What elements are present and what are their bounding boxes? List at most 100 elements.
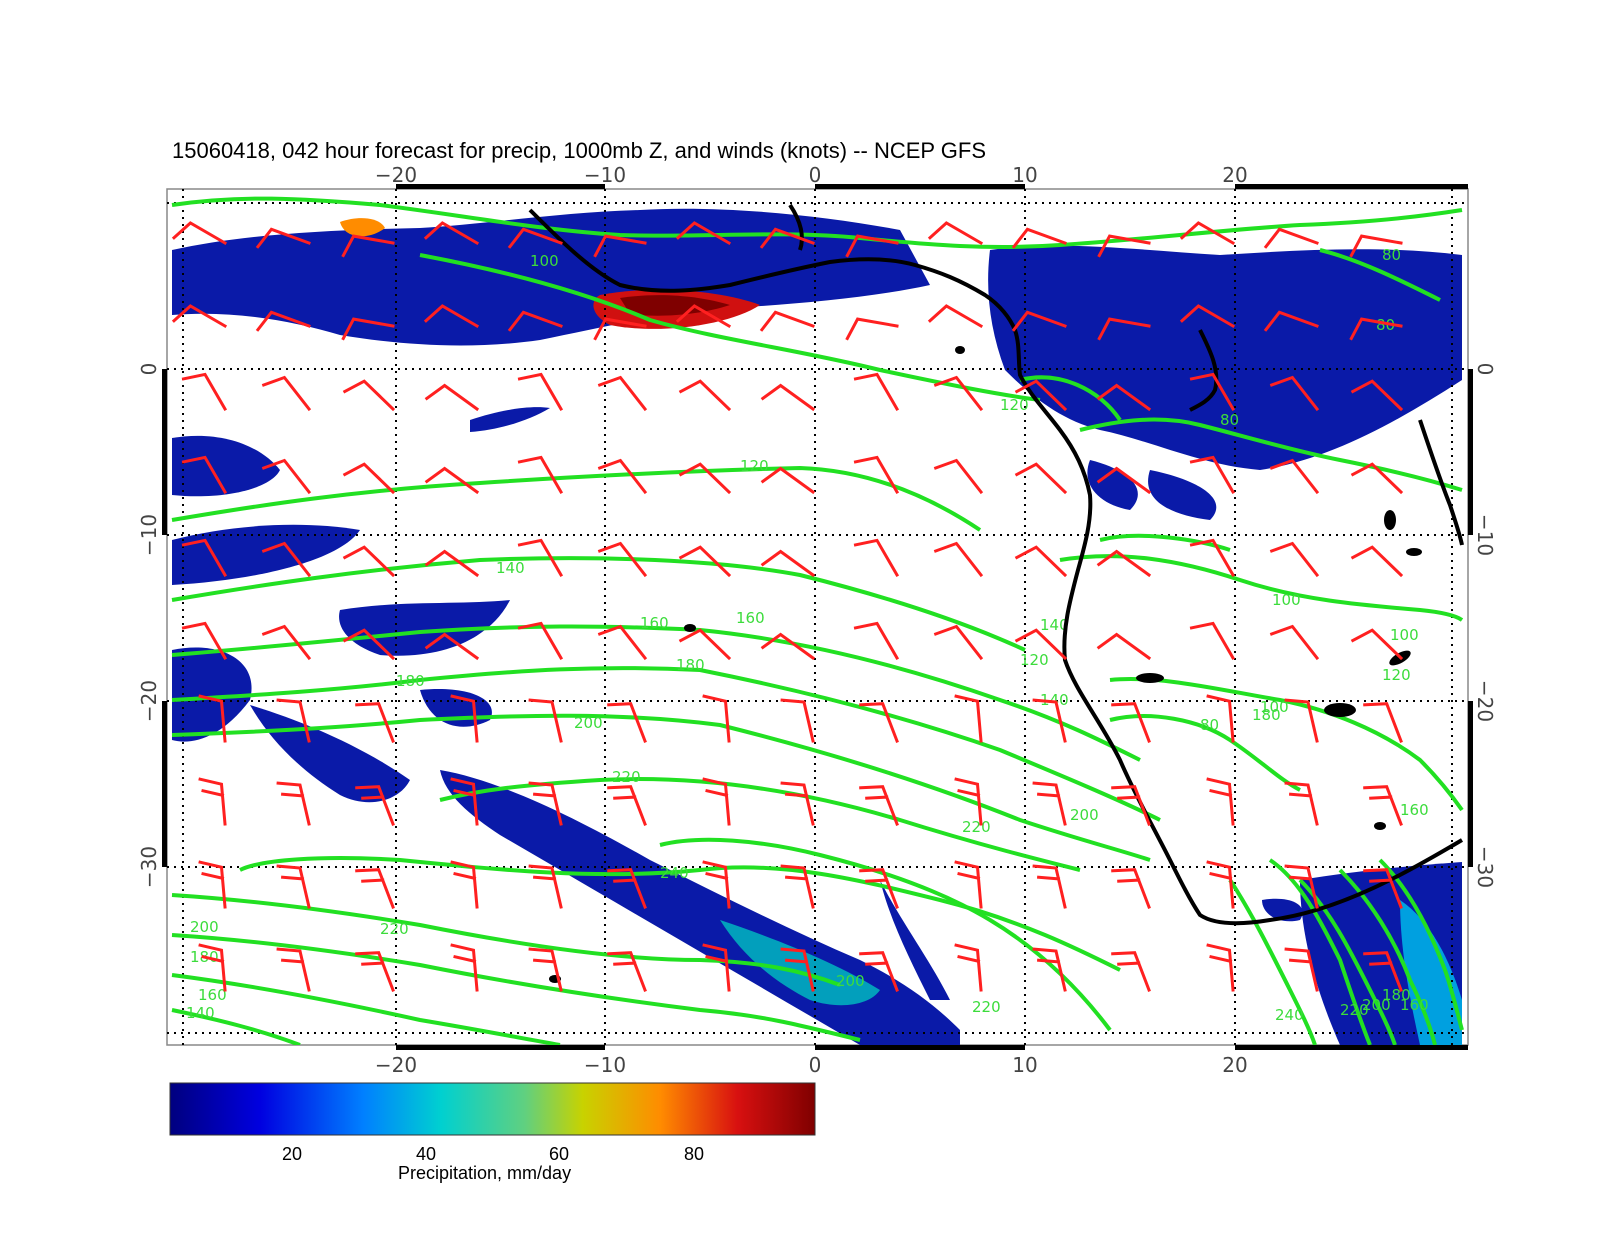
wind-barb [853, 455, 900, 495]
lon-tick-label: 10 [1012, 1053, 1037, 1077]
lon-tick-label: 0 [809, 1053, 822, 1077]
wind-barb [1350, 462, 1404, 495]
wind-barb [276, 781, 311, 826]
wind-barb [276, 698, 311, 743]
contour-label: 160 [1400, 801, 1429, 819]
lat-tick-label: −20 [137, 680, 161, 722]
contour-label: 180 [396, 672, 425, 690]
wind-barb [1284, 698, 1319, 743]
wind-barb [1189, 538, 1236, 578]
wind-barb [528, 781, 563, 826]
wind-barb [528, 698, 563, 743]
wind-barb [760, 632, 816, 661]
wind-barb [1349, 317, 1403, 341]
contour-label: 80 [1376, 316, 1395, 334]
wind-barb [597, 541, 648, 578]
wind-barb [607, 702, 647, 743]
contour-label: 100 [530, 252, 559, 270]
lon-tick-label: −10 [584, 1053, 626, 1077]
wind-barb [1350, 628, 1404, 661]
contour-label: 100 [1260, 698, 1289, 716]
wind-barb [954, 694, 983, 743]
wind-barb [1206, 777, 1235, 826]
lat-tick-label: 0 [137, 363, 161, 376]
wind-barb [450, 943, 479, 992]
wind-barb [853, 372, 900, 412]
contour-label: 180 [1382, 986, 1411, 1004]
wind-barb [702, 777, 731, 826]
map-title: 15060418, 042 hour forecast for precip, … [172, 138, 986, 163]
lon-tick-label: 20 [1222, 1053, 1247, 1077]
axis-bars [162, 184, 1473, 1050]
wind-barb [355, 785, 395, 826]
wind-barb [845, 234, 899, 258]
wind-barb [355, 951, 395, 992]
wind-barb [424, 383, 480, 412]
wind-barb [1032, 781, 1067, 826]
wind-barb [423, 221, 480, 246]
wind-barb [760, 466, 816, 495]
wind-barb [423, 304, 480, 329]
lon-tick-label: −10 [584, 163, 626, 187]
wind-barb [450, 777, 479, 826]
contour-label: 240 [660, 864, 689, 882]
wind-barb [702, 943, 731, 992]
wind-barb [342, 462, 396, 495]
contour-label: 180 [676, 656, 705, 674]
wind-barb [355, 702, 395, 743]
wind-barb [171, 221, 228, 246]
wind-barb [702, 694, 731, 743]
wind-barb [1097, 317, 1151, 341]
wind-barb [678, 545, 732, 578]
wind-barb [341, 317, 395, 341]
wind-barb [1349, 234, 1403, 258]
wind-barb [1189, 372, 1236, 412]
contour-label: 180 [1252, 706, 1281, 724]
contour-label: 100 [1272, 591, 1301, 609]
wind-barb [355, 868, 395, 909]
wind-barb [181, 621, 228, 661]
contour-label: 200 [190, 918, 219, 936]
contour-label: 160 [1400, 996, 1429, 1014]
wind-barb [341, 234, 395, 258]
wind-barb [1111, 868, 1151, 909]
wind-barb [1363, 785, 1403, 826]
contour-label: 220 [962, 818, 991, 836]
lat-tick-label: −10 [1473, 514, 1497, 556]
contour-label: 140 [496, 559, 525, 577]
contour-label: 160 [198, 986, 227, 1004]
wind-barb [607, 951, 647, 992]
wind-barb [678, 379, 732, 412]
wind-barb [954, 860, 983, 909]
wind-barb [759, 310, 815, 332]
wind-barb [1206, 943, 1235, 992]
wind-barb [424, 466, 480, 495]
wind-barb [1363, 702, 1403, 743]
coastline [528, 203, 1464, 926]
wind-barb [517, 621, 564, 661]
wind-barb [780, 781, 815, 826]
wind-barb [933, 458, 984, 495]
wind-barb [780, 947, 815, 992]
lon-tick-label: 20 [1222, 163, 1247, 187]
wind-barb [198, 943, 227, 992]
contour-label: 220 [1340, 1001, 1369, 1019]
wind-barb [517, 538, 564, 578]
wind-barb [261, 375, 312, 412]
lon-tick-label: −20 [375, 163, 417, 187]
contour-label: 240 [1275, 1006, 1304, 1024]
wind-barb [1206, 860, 1235, 909]
colorbar-tick-label: 20 [281, 1144, 303, 1164]
contour-label: 200 [1070, 806, 1099, 824]
wind-barb [171, 304, 228, 329]
wind-barb [597, 458, 648, 495]
wind-barb [593, 234, 647, 258]
wind-barb [597, 375, 648, 412]
wind-barb [342, 628, 396, 661]
wind-barb [780, 698, 815, 743]
lat-tick-label: −30 [137, 846, 161, 888]
wind-barb [760, 383, 816, 412]
contour-label: 200 [836, 972, 865, 990]
wind-barb [678, 462, 732, 495]
wind-barb [1350, 545, 1404, 578]
